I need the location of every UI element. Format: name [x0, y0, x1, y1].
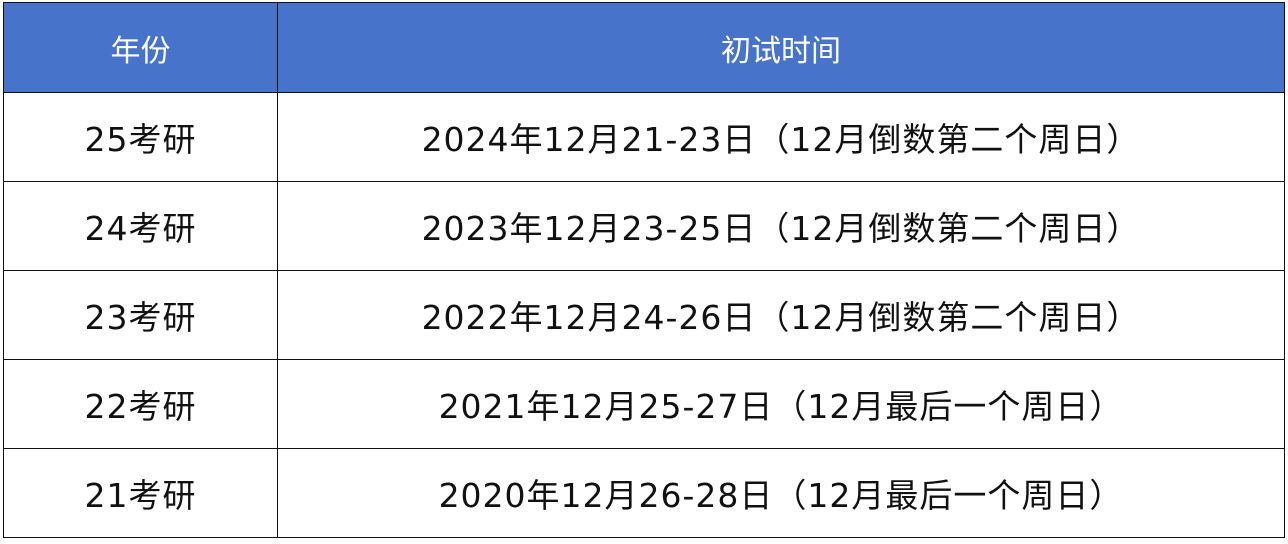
header-row: 年份 初试时间	[3, 2, 1285, 93]
exam-time-cell: 2021年12月25-27日（12月最后一个周日）	[277, 359, 1285, 449]
table-row: 24考研 2023年12月23-25日（12月倒数第二个周日）	[3, 181, 1285, 271]
exam-time-cell: 2022年12月24-26日（12月倒数第二个周日）	[277, 270, 1285, 360]
year-cell: 21考研	[3, 448, 278, 538]
exam-time-cell: 2020年12月26-28日（12月最后一个周日）	[277, 448, 1285, 538]
table-row: 25考研 2024年12月21-23日（12月倒数第二个周日）	[3, 92, 1285, 182]
table-row: 22考研 2021年12月25-27日（12月最后一个周日）	[3, 359, 1285, 449]
year-cell: 22考研	[3, 359, 278, 449]
header-year: 年份	[3, 2, 278, 93]
table-row: 23考研 2022年12月24-26日（12月倒数第二个周日）	[3, 270, 1285, 360]
exam-time-cell: 2024年12月21-23日（12月倒数第二个周日）	[277, 92, 1285, 182]
exam-schedule-table: 年份 初试时间 25考研 2024年12月21-23日（12月倒数第二个周日） …	[3, 2, 1285, 538]
table-row: 21考研 2020年12月26-28日（12月最后一个周日）	[3, 448, 1285, 538]
year-cell: 24考研	[3, 181, 278, 271]
header-exam-time: 初试时间	[277, 2, 1285, 93]
year-cell: 25考研	[3, 92, 278, 182]
year-cell: 23考研	[3, 270, 278, 360]
exam-time-cell: 2023年12月23-25日（12月倒数第二个周日）	[277, 181, 1285, 271]
